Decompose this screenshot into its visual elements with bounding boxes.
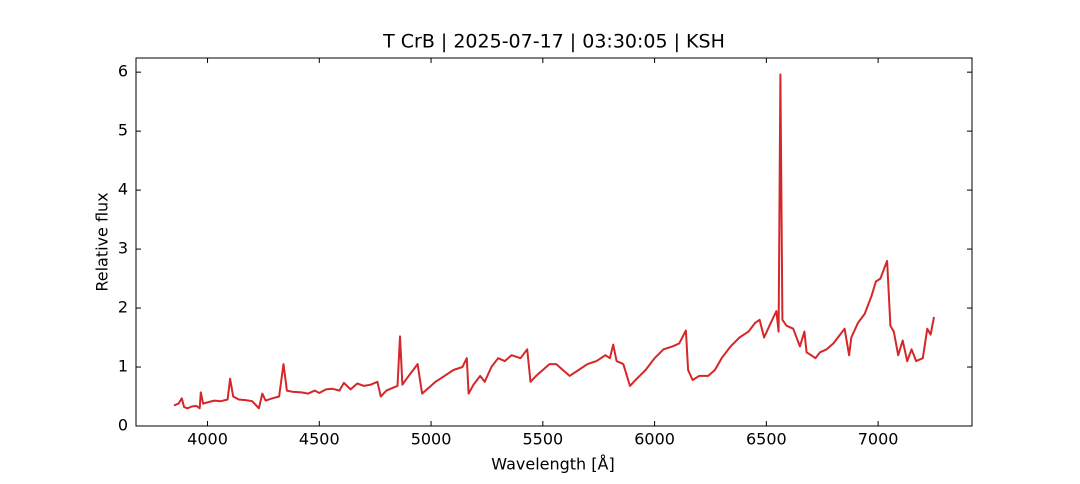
x-tick-label: 5000	[411, 430, 452, 449]
spectrum-line	[173, 73, 935, 410]
x-axis-label: Wavelength [Å]	[491, 455, 614, 474]
x-tick-label: 4500	[299, 430, 340, 449]
x-tick-label: 4000	[187, 430, 228, 449]
x-tick-label: 6000	[634, 430, 675, 449]
x-tick-label: 5500	[522, 430, 563, 449]
y-tick-label: 1	[118, 357, 128, 376]
x-tick-label: 6500	[746, 430, 787, 449]
chart-title: T CrB | 2025-07-17 | 03:30:05 | KSH	[382, 31, 725, 53]
y-tick-label: 2	[118, 298, 128, 317]
y-tick-label: 5	[118, 121, 128, 140]
x-tick-label: 7000	[858, 430, 899, 449]
y-tick-label: 3	[118, 239, 128, 258]
y-tick-label: 0	[118, 416, 128, 435]
plot-frame	[135, 57, 973, 427]
y-axis-label: Relative flux	[93, 192, 112, 291]
y-tick-label: 4	[118, 180, 128, 199]
y-tick-label: 6	[118, 62, 128, 81]
